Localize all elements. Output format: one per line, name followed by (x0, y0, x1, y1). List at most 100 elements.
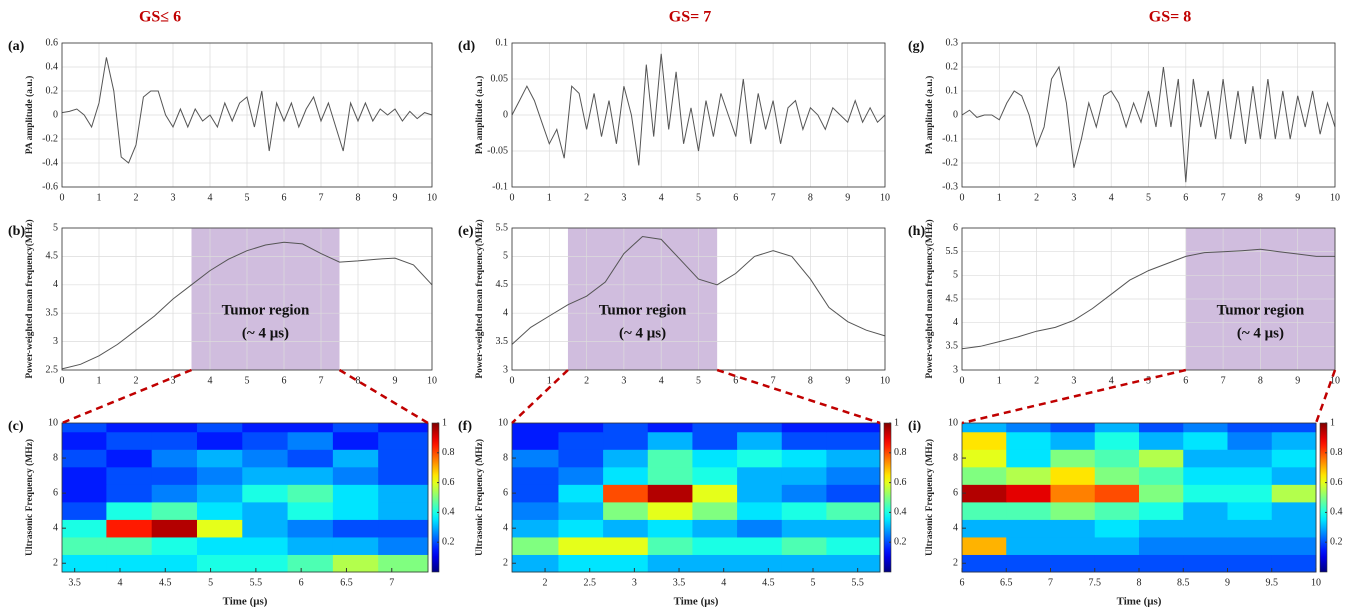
x-tick-label: 0 (60, 192, 65, 203)
colorbar-tick-label: 0.4 (442, 507, 455, 518)
heatmap-cell (1094, 466, 1140, 485)
heatmap-cell (332, 484, 379, 503)
heatmap-cell (781, 466, 827, 485)
y-tick-label: 4.5 (496, 279, 509, 290)
colorbar-tick-label: 1 (1330, 417, 1335, 428)
y-tick-label: 4 (503, 307, 508, 318)
x-tick-label: 6.5 (1000, 577, 1013, 588)
x-tick-label: 7 (319, 192, 324, 203)
y-tick-label: 4.5 (46, 251, 59, 262)
heatmap-cell (1139, 423, 1184, 433)
heatmap-cell (512, 536, 559, 555)
x-tick-label: 7 (1221, 192, 1226, 203)
heatmap-cell (1271, 554, 1317, 573)
y-tick-label: 6 (53, 487, 58, 498)
heatmap-cell (558, 554, 604, 573)
heatmap-cell (196, 554, 243, 573)
heatmap-cell (1050, 466, 1096, 485)
heatmap-cell (826, 536, 881, 555)
x-tick-label: 9 (845, 375, 850, 386)
heatmap-cell (826, 519, 881, 538)
heatmap-cell (826, 423, 881, 433)
heatmap-cell (62, 431, 107, 450)
y-tick-label: 10 (498, 417, 508, 428)
y-tick-label: 2 (53, 558, 58, 569)
heatmap-cell (692, 536, 738, 555)
heatmap-cell (558, 536, 604, 555)
y-axis-label: Ultrasonic Frequency (MHz) (474, 439, 485, 556)
x-tick-label: 0 (510, 375, 515, 386)
heatmap-cell (242, 484, 289, 503)
heatmap-cell (287, 536, 334, 555)
y-tick-label: 2 (503, 558, 508, 569)
y-tick-label: -0.1 (492, 181, 508, 192)
colorbar-tick-label: 0.4 (894, 507, 907, 518)
y-tick-label: -0.2 (942, 157, 958, 168)
heatmap-cell (737, 484, 783, 503)
heatmap-cell (692, 466, 738, 485)
heatmap-cell (1139, 466, 1184, 485)
heatmap-cell (1094, 519, 1140, 538)
heatmap-cell (62, 423, 107, 433)
heatmap-cell (62, 554, 107, 573)
heatmap-cell (962, 501, 1007, 520)
highlight-label: (~ 4 μs) (242, 325, 289, 341)
panel-label: (h) (908, 224, 925, 239)
colorbar-tick-label: 0.2 (894, 536, 907, 547)
heatmap-cell (1271, 423, 1317, 433)
colorbar-tick-label: 0.6 (1330, 477, 1343, 488)
heatmap-cell (242, 519, 289, 538)
panel-label: (e) (458, 224, 474, 239)
panel-label: (f) (458, 419, 472, 434)
y-tick-label: 4 (53, 522, 58, 533)
x-axis-label: Time (μs) (223, 596, 268, 608)
y-tick-label: 5 (953, 270, 958, 281)
heatmap-cell (558, 484, 604, 503)
heatmap-cell (737, 501, 783, 520)
heatmap-cell (242, 501, 289, 520)
x-tick-label: 3.5 (673, 577, 686, 588)
colorbar-tick-label: 1 (442, 417, 447, 428)
heatmap-cell (826, 554, 881, 573)
heatmap-cell (826, 501, 881, 520)
heatmap-cell (287, 449, 334, 468)
x-tick-label: 6 (960, 577, 965, 588)
heatmap-cell (1094, 449, 1140, 468)
x-tick-label: 10 (1330, 375, 1340, 386)
y-tick-label: 5.5 (496, 222, 509, 233)
x-tick-label: 10 (880, 192, 890, 203)
highlight-label: (~ 4 μs) (619, 325, 666, 341)
heatmap-cell (1094, 423, 1140, 433)
heatmap-cell (1271, 484, 1317, 503)
x-tick-label: 8 (356, 375, 361, 386)
heatmap-cell (692, 423, 738, 433)
heatmap-cell (196, 536, 243, 555)
heatmap-cell (1183, 501, 1228, 520)
x-tick-label: 1 (997, 192, 1002, 203)
heatmap-cell (332, 466, 379, 485)
x-tick-label: 10 (427, 192, 437, 203)
y-tick-label: 3.5 (46, 307, 59, 318)
x-tick-label: 4 (1109, 375, 1114, 386)
x-tick-label: 9.5 (1266, 577, 1279, 588)
y-tick-label: -0.3 (942, 181, 958, 192)
heatmap-cell (962, 466, 1007, 485)
y-tick-label: 4 (503, 522, 508, 533)
heatmap-cell (151, 554, 198, 573)
axes-frame (511, 42, 886, 188)
highlight-region (567, 228, 718, 370)
x-tick-label: 2 (584, 192, 589, 203)
heatmap-cell (1227, 466, 1273, 485)
heatmap-cell (1139, 484, 1184, 503)
x-tick-label: 1 (547, 375, 552, 386)
heatmap-cell (781, 484, 827, 503)
x-tick-label: 4 (659, 192, 664, 203)
heatmap-cell (332, 449, 379, 468)
y-axis-label: Ultrasonic Frequency (MHz) (924, 439, 935, 556)
heatmap-cell (106, 431, 153, 450)
heatmap-cell (151, 519, 198, 538)
heatmap-cell (287, 501, 334, 520)
heatmap-cell (1183, 431, 1228, 450)
x-tick-label: 9 (393, 192, 398, 203)
heatmap-cell (603, 519, 649, 538)
